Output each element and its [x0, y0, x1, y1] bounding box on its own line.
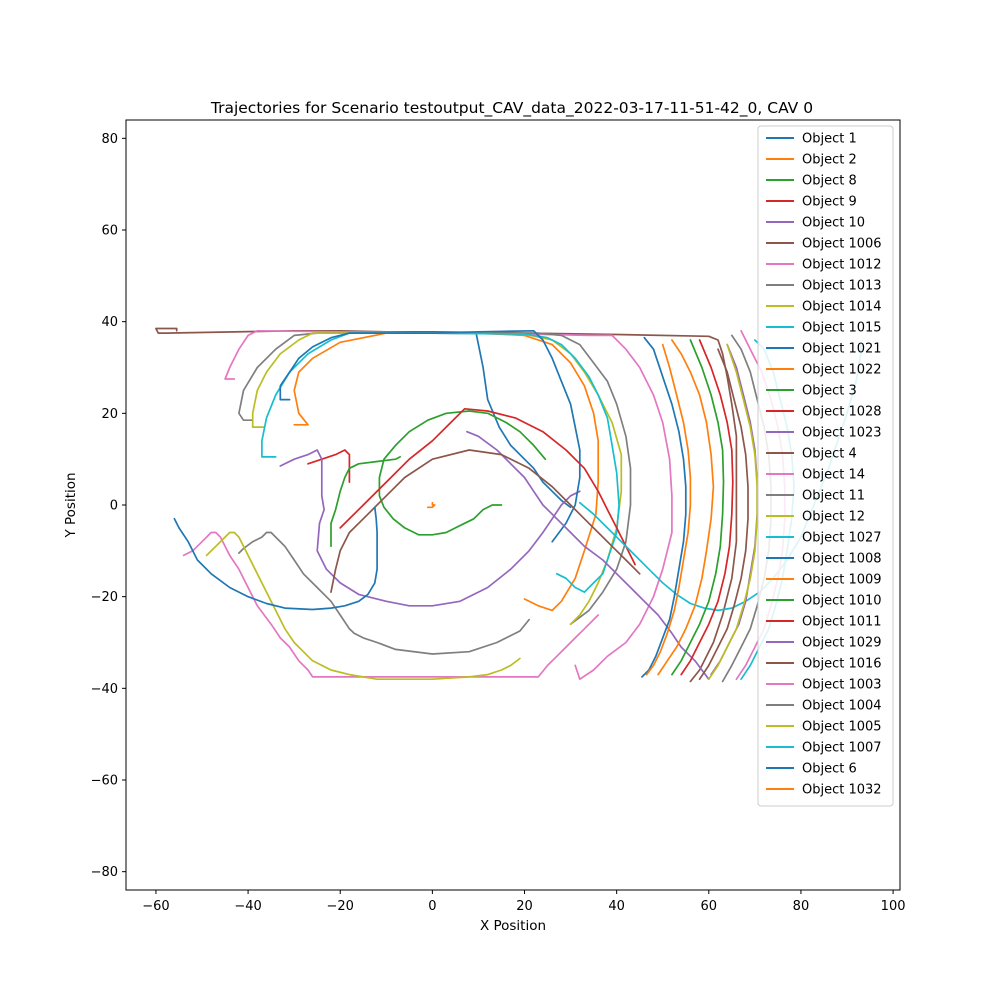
x-tick-label: 0 — [428, 899, 436, 914]
legend-label: Object 1 — [802, 132, 857, 147]
series-line-object-1010 — [671, 339, 725, 676]
series-line-object-1011 — [680, 339, 734, 676]
legend-label: Object 12 — [802, 510, 865, 525]
legend-label: Object 10 — [802, 216, 865, 231]
legend-label: Object 1022 — [802, 363, 882, 378]
series-line-object-1028 — [339, 407, 636, 566]
series-line-object-14 — [182, 531, 600, 678]
y-tick-label: −20 — [91, 590, 118, 605]
legend-label: Object 1007 — [802, 741, 882, 756]
legend-label: Object 2 — [802, 153, 857, 168]
series-line-object-1008 — [173, 506, 378, 611]
x-tick-label: 80 — [793, 899, 810, 914]
series-line-object-2 — [293, 332, 600, 612]
chart-title: Trajectories for Scenario testoutput_CAV… — [210, 99, 813, 118]
legend-box — [757, 125, 894, 807]
series-line-object-1012 — [224, 329, 673, 681]
x-axis: −60 −40 −20 0 20 40 60 80 100 — [142, 890, 906, 914]
legend-label: Object 1011 — [802, 615, 882, 630]
x-tick-label: 60 — [701, 899, 718, 914]
legend-label: Object 1004 — [802, 699, 882, 714]
legend-label: Object 6 — [802, 762, 857, 777]
legend-label: Object 1028 — [802, 405, 882, 420]
series-line-object-1016 — [698, 348, 749, 681]
series-line-object-12 — [205, 531, 521, 681]
legend-label: Object 1009 — [802, 573, 882, 588]
legend-label: Object 1029 — [802, 636, 882, 651]
x-tick-label: 20 — [516, 899, 533, 914]
x-tick-label: −60 — [142, 899, 169, 914]
series-line-object-3 — [330, 456, 401, 548]
y-axis: −80 −60 −40 −20 0 20 40 60 80 — [91, 132, 126, 880]
legend-label: Object 1014 — [802, 300, 882, 315]
series-line-object-1032 — [645, 343, 692, 676]
y-tick-label: −80 — [91, 865, 118, 880]
y-tick-label: −40 — [91, 682, 118, 697]
series-line-object-1013 — [238, 332, 632, 626]
y-tick-label: −60 — [91, 774, 118, 789]
legend-label: Object 1003 — [802, 678, 882, 693]
series-line-object-1022 — [426, 501, 436, 509]
legend-label: Object 1016 — [802, 657, 882, 672]
legend-label: Object 1008 — [802, 552, 882, 567]
legend-label: Object 1023 — [802, 426, 882, 441]
series-line-object-8 — [378, 410, 547, 536]
x-tick-label: −20 — [327, 899, 354, 914]
legend-label: Object 1010 — [802, 594, 882, 609]
y-tick-label: 60 — [101, 224, 118, 239]
x-axis-label: X Position — [480, 918, 546, 934]
series-line-object-4 — [330, 449, 641, 593]
legend-label: Object 3 — [802, 384, 857, 399]
legend-label: Object 1006 — [802, 237, 882, 252]
y-tick-label: 40 — [101, 315, 118, 330]
series-line-object-11 — [238, 531, 530, 655]
legend-label: Object 1021 — [802, 342, 882, 357]
legend-label: Object 1032 — [802, 783, 882, 798]
y-tick-label: 80 — [101, 132, 118, 147]
x-tick-label: −40 — [234, 899, 261, 914]
y-tick-label: 0 — [110, 499, 118, 514]
legend-label: Object 1015 — [802, 321, 882, 336]
legend-label: Object 1013 — [802, 279, 882, 294]
legend-label: Object 11 — [802, 489, 865, 504]
series-line-object-1006 — [155, 327, 738, 683]
y-axis-label: Y Position — [63, 472, 79, 538]
y-tick-label: 20 — [101, 407, 118, 422]
x-tick-label: 40 — [608, 899, 625, 914]
series-line-object-1009 — [657, 339, 715, 676]
legend-label: Object 4 — [802, 447, 857, 462]
legend-label: Object 1027 — [802, 531, 882, 546]
series-line-object-1 — [475, 332, 572, 509]
legend-label: Object 1012 — [802, 258, 882, 273]
legend-label: Object 8 — [802, 174, 857, 189]
x-tick-label: 100 — [881, 899, 906, 914]
series-line-object-10 — [279, 449, 581, 607]
legend-label: Object 14 — [802, 468, 865, 483]
legend-label: Object 1005 — [802, 720, 882, 735]
series-line-object-1023 — [466, 430, 710, 681]
series-line-object-6 — [641, 336, 687, 678]
legend: Object 1 Object 2 Object 8 Object 9 Object 1… — [757, 125, 894, 807]
legend-label: Object 9 — [802, 195, 857, 210]
series-line-object-1005 — [707, 343, 759, 681]
series-line-object-1021 — [279, 329, 581, 543]
